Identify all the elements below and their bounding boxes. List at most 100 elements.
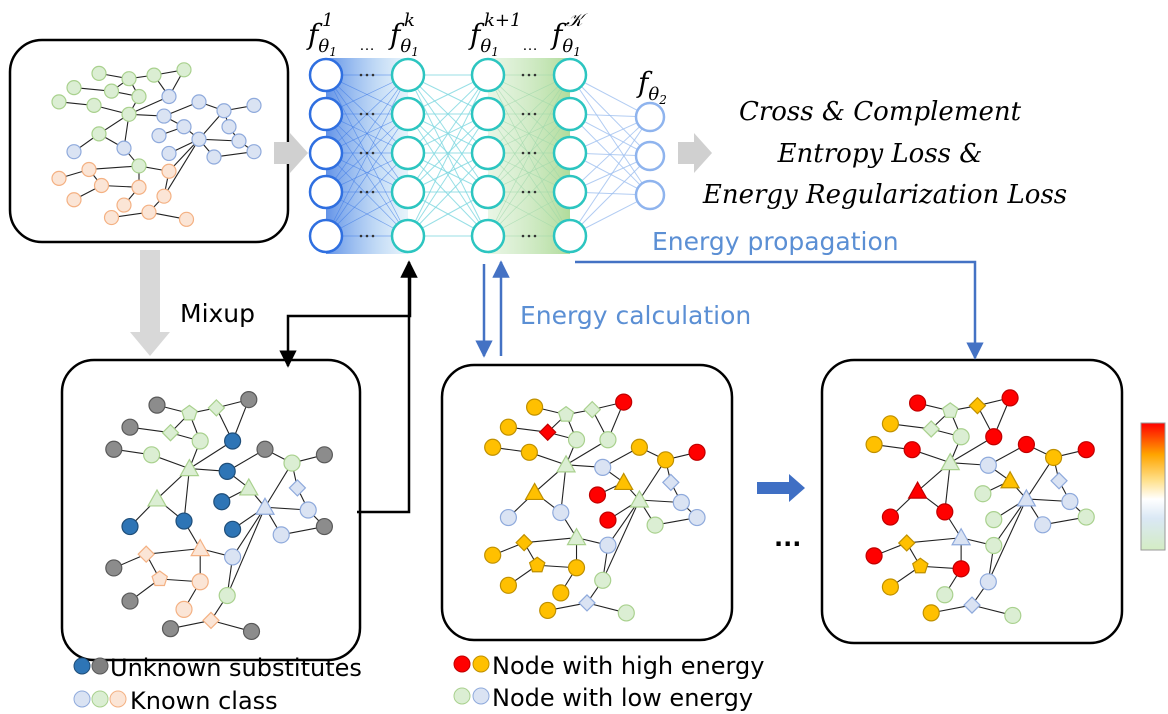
- graph-node: [553, 505, 569, 521]
- graph-node: [882, 579, 898, 595]
- ellipsis-dot: [360, 152, 363, 155]
- graph-node: [980, 457, 996, 473]
- graph-node: [117, 198, 131, 212]
- color-bar: [1141, 423, 1165, 550]
- step-arrow: [757, 474, 805, 502]
- graph-node: [142, 205, 156, 219]
- layer-ellipsis: …: [522, 37, 538, 54]
- ellipsis-dot: [372, 74, 375, 77]
- neuron: [554, 176, 586, 208]
- graph-node: [553, 585, 569, 601]
- graph-node: [162, 90, 176, 104]
- graph-node: [882, 509, 898, 525]
- neuron: [554, 220, 586, 252]
- layer-label: fθ2: [636, 66, 667, 107]
- mixup-feedback: [357, 262, 409, 512]
- graph-node: [222, 120, 236, 134]
- graph-node: [257, 441, 273, 457]
- neuron: [392, 59, 424, 91]
- figure: fθ11fθ1kfθ1k+1fθ1𝒦fθ2…… Energy propagati…: [0, 0, 1168, 714]
- ellipsis-dot: [372, 191, 375, 194]
- neuron: [392, 137, 424, 169]
- neuron: [472, 59, 504, 91]
- legend-label: Known class: [130, 687, 278, 714]
- ellipsis-dot: [528, 74, 531, 77]
- neuron: [472, 98, 504, 130]
- graph-node: [986, 512, 1002, 528]
- graph-node: [1062, 494, 1078, 510]
- neuron: [310, 137, 342, 169]
- legend-swatch: [110, 691, 126, 707]
- graph-node: [658, 452, 674, 468]
- graph-node: [600, 537, 616, 553]
- graph-node: [192, 574, 208, 590]
- graph-node: [866, 548, 882, 564]
- graph-node: [244, 623, 260, 639]
- graph-panel: [822, 360, 1122, 643]
- graph-node: [589, 487, 605, 503]
- graph-node: [882, 416, 898, 432]
- layer-label-sub: θ: [562, 36, 573, 57]
- neuron: [392, 220, 424, 252]
- ellipsis-dot: [360, 191, 363, 194]
- graph-node: [673, 495, 689, 511]
- neuron: [310, 220, 342, 252]
- graph-node: [132, 90, 146, 104]
- graph-node: [904, 442, 920, 458]
- layer-label-sub: θ: [400, 36, 411, 57]
- ellipsis-dot: [366, 113, 369, 116]
- graph-node: [866, 437, 882, 453]
- graph-node: [67, 145, 81, 159]
- graph-node: [1078, 442, 1094, 458]
- graph-node: [122, 419, 138, 435]
- graph-node: [122, 72, 136, 86]
- layer-label-sup: 1: [322, 10, 333, 31]
- layer-label-subsub: 1: [573, 45, 581, 59]
- graph-node: [910, 395, 926, 411]
- graph-node: [177, 63, 191, 77]
- legend-swatch: [92, 658, 108, 674]
- graph-node: [689, 444, 705, 460]
- graph-node: [689, 510, 705, 526]
- graph-node: [152, 129, 166, 143]
- graph-node: [247, 98, 261, 112]
- graph-node: [225, 549, 241, 565]
- graph-node: [67, 81, 81, 95]
- graph-node: [180, 212, 194, 226]
- graph-node: [1005, 607, 1021, 623]
- graph-node: [122, 519, 138, 535]
- graph-node: [157, 189, 171, 203]
- graph-node: [87, 98, 101, 112]
- graph-node: [1046, 449, 1062, 465]
- graph-node: [92, 127, 106, 141]
- graph-node: [162, 164, 176, 178]
- graph-node: [595, 572, 611, 588]
- ellipsis-dot: [528, 235, 531, 238]
- ellipsis-dot: [372, 113, 375, 116]
- graph-panel: [10, 40, 288, 242]
- graph-node: [986, 429, 1002, 445]
- graph-node: [485, 439, 501, 455]
- layer-label-sup: 𝒦: [566, 10, 588, 31]
- ellipsis-dot: [360, 74, 363, 77]
- graph-node: [631, 439, 647, 455]
- ellipsis-dot: [528, 113, 531, 116]
- neuron: [392, 98, 424, 130]
- ellipsis-dot: [522, 235, 525, 238]
- graph-node: [217, 104, 231, 118]
- neuron: [636, 103, 664, 131]
- graph-node: [521, 444, 537, 460]
- neuron: [554, 59, 586, 91]
- graph-node: [92, 66, 106, 80]
- graph-node: [569, 432, 585, 448]
- graph-node: [176, 601, 192, 617]
- graph-node: [163, 621, 179, 637]
- layer-label-sub: θ: [648, 84, 659, 105]
- legend-swatch: [454, 656, 470, 672]
- graph-node: [600, 432, 616, 448]
- graph-node: [923, 605, 939, 621]
- graph-node: [67, 193, 81, 207]
- graph-node: [527, 399, 543, 415]
- graph-node: [616, 394, 632, 410]
- legend-swatch: [74, 691, 90, 707]
